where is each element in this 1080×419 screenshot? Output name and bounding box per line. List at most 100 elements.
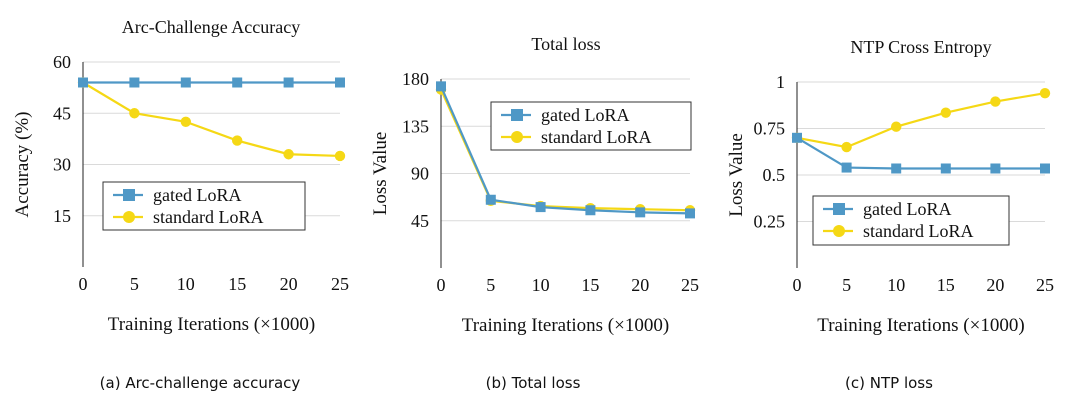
data-point-square [283,77,294,88]
series-gated-lora [78,77,345,88]
series-line [796,136,1045,170]
x-axis-label: Training Iterations (×1000) [817,315,1024,336]
data-point-circle [1039,87,1051,99]
x-tick-label: 10 [532,275,550,295]
y-tick-label: 45 [53,103,71,123]
x-tick-label: 25 [331,274,349,294]
panel-caption: (a) Arc-challenge accuracy [100,374,301,392]
y-tick-label: 30 [53,155,71,175]
data-point-square [180,77,191,88]
x-tick-label: 0 [437,275,446,295]
legend-marker-square [123,189,135,201]
data-point-square [1040,163,1050,174]
legend-box [490,101,692,151]
legend-marker-circle [833,225,845,237]
x-tick-label: 15 [937,275,955,295]
data-point-square [841,162,852,173]
x-tick-label: 15 [228,274,246,294]
chart-panel-1: Arc-Challenge Accuracy 15 30 45 60 0 5 10 15 20 25… [12,17,349,392]
data-point-circle [283,149,294,160]
x-tick-label: 20 [986,275,1004,295]
data-point-circle [334,150,346,162]
series-line [796,92,1046,149]
data-point-square [792,132,802,143]
legend-marker-circle [511,131,523,143]
data-point-circle [129,108,140,119]
legend-label: gated LoRA [153,185,241,205]
series-standard-lora [77,77,346,162]
data-point-square [335,77,345,88]
y-tick-label: 15 [53,206,71,226]
data-point-square [232,77,243,88]
y-axis-label: Loss Value [726,133,747,217]
data-point-circle [841,141,852,153]
chart-title: NTP Cross Entropy [850,37,991,57]
panel-caption: (c) NTP loss [845,374,933,392]
series-standard-lora [791,87,1051,153]
x-tick-label: 20 [631,275,649,295]
data-point-square [485,194,496,205]
legend-label: standard LoRA [541,127,651,147]
legend-marker-square [511,109,523,121]
y-tick-label: 45 [411,211,429,231]
legend-label: standard LoRA [153,207,263,227]
data-point-square [78,77,88,88]
y-axis-label: Accuracy (%) [12,111,33,217]
data-point-square [891,163,902,174]
chart-title: Total loss [531,34,600,54]
legend-box [102,181,306,231]
x-axis-label: Training Iterations (×1000) [108,314,315,335]
series-gated-lora [792,132,1050,174]
x-tick-label: 5 [130,274,139,294]
y-tick-label: 180 [402,69,429,89]
panel-caption: (b) Total loss [486,374,581,392]
y-tick-label: 1 [776,72,785,92]
x-tick-label: 25 [681,275,699,295]
data-point-square [585,205,596,216]
x-tick-label: 15 [581,275,599,295]
data-point-square [129,77,140,88]
legend-label: gated LoRA [863,199,951,219]
data-point-square [990,163,1001,174]
data-point-circle [232,135,243,146]
series-line [439,85,691,215]
legend-marker-circle [123,211,135,223]
data-point-square [635,207,646,218]
series-line [82,81,341,158]
data-point-circle [990,96,1001,107]
y-tick-label: 0.75 [754,119,786,139]
data-point-square [436,81,446,92]
x-tick-label: 10 [887,275,905,295]
legend-label: gated LoRA [541,105,629,125]
x-tick-label: 20 [280,274,298,294]
x-tick-label: 10 [177,274,195,294]
x-tick-label: 25 [1036,275,1054,295]
y-tick-label: 90 [411,164,429,184]
y-tick-label: 60 [53,52,71,72]
legend-box [812,195,1010,246]
x-tick-label: 5 [842,275,851,295]
data-point-circle [891,121,902,132]
legend-label: standard LoRA [863,221,973,241]
y-tick-label: 0.25 [754,212,786,232]
data-point-circle [940,107,951,118]
data-point-circle [180,116,191,127]
legend-marker-square [833,203,845,215]
y-tick-label: 0.5 [763,165,786,185]
chart-title: Arc-Challenge Accuracy [122,17,300,37]
data-point-square [535,202,546,213]
chart-panel-2: Total loss 45 90 135 180 0 5 10 15 20 25 Training I… [370,34,699,392]
x-tick-label: 0 [79,274,88,294]
x-tick-label: 0 [793,275,802,295]
data-point-square [685,208,695,219]
y-axis-label: Loss Value [370,132,391,216]
series-gated-lora [436,81,695,219]
y-tick-label: 135 [402,116,429,136]
data-point-square [940,163,951,174]
x-axis-label: Training Iterations (×1000) [462,315,669,336]
